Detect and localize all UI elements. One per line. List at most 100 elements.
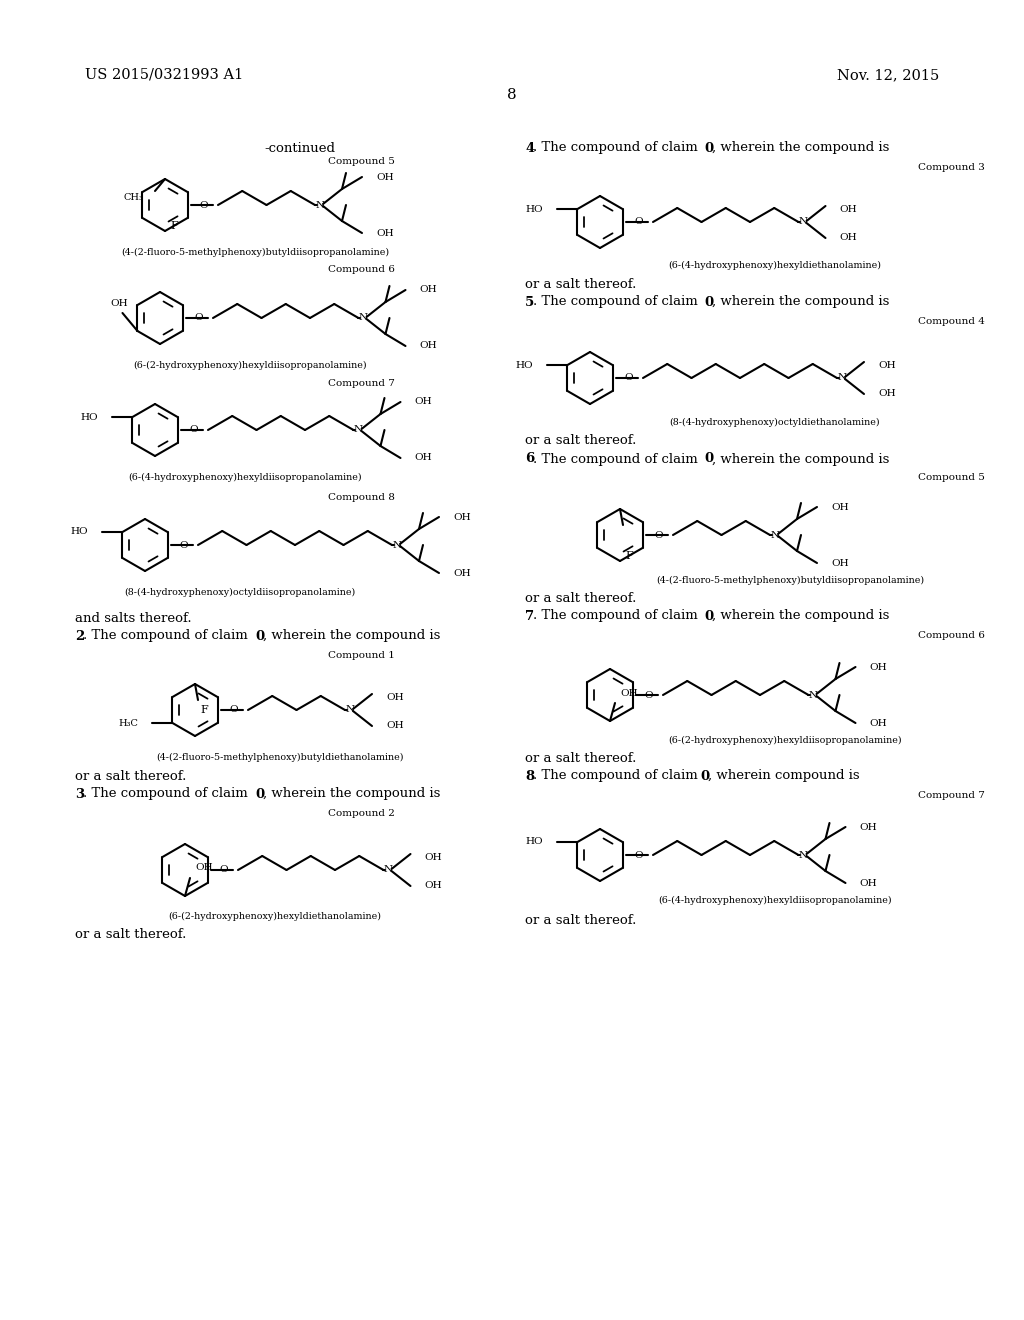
Text: OH: OH xyxy=(195,863,213,873)
Text: 0: 0 xyxy=(255,630,264,643)
Text: OH: OH xyxy=(869,718,887,727)
Text: or a salt thereof.: or a salt thereof. xyxy=(75,928,186,941)
Text: 6: 6 xyxy=(525,453,535,466)
Text: and salts thereof.: and salts thereof. xyxy=(75,611,191,624)
Text: N: N xyxy=(770,531,779,540)
Text: Compound 4: Compound 4 xyxy=(919,318,985,326)
Text: OH: OH xyxy=(420,285,437,294)
Text: 7: 7 xyxy=(525,610,535,623)
Text: or a salt thereof.: or a salt thereof. xyxy=(75,770,186,783)
Text: 0: 0 xyxy=(705,296,713,309)
Text: HO: HO xyxy=(516,360,534,370)
Text: Nov. 12, 2015: Nov. 12, 2015 xyxy=(837,69,939,82)
Text: O: O xyxy=(625,374,633,383)
Text: O: O xyxy=(635,218,643,227)
Text: Compound 7: Compound 7 xyxy=(919,791,985,800)
Text: , wherein the compound is: , wherein the compound is xyxy=(263,788,440,800)
Text: OH: OH xyxy=(453,569,471,578)
Text: Compound 5: Compound 5 xyxy=(919,474,985,483)
Text: OH: OH xyxy=(831,503,849,511)
Text: OH: OH xyxy=(415,454,432,462)
Text: Compound 8: Compound 8 xyxy=(328,492,395,502)
Text: OH: OH xyxy=(376,228,393,238)
Text: . The compound of claim: . The compound of claim xyxy=(534,453,702,466)
Text: O: O xyxy=(635,850,643,859)
Text: N: N xyxy=(354,425,364,434)
Text: . The compound of claim: . The compound of claim xyxy=(534,141,702,154)
Text: HO: HO xyxy=(81,412,98,421)
Text: O: O xyxy=(179,540,188,549)
Text: 0: 0 xyxy=(700,770,710,783)
Text: O: O xyxy=(220,866,228,874)
Text: OH: OH xyxy=(425,882,442,891)
Text: O: O xyxy=(189,425,199,434)
Text: 0: 0 xyxy=(705,141,713,154)
Text: O: O xyxy=(200,201,208,210)
Text: or a salt thereof.: or a salt thereof. xyxy=(525,277,636,290)
Text: 0: 0 xyxy=(255,788,264,800)
Text: 5: 5 xyxy=(525,296,535,309)
Text: . The compound of claim: . The compound of claim xyxy=(534,610,702,623)
Text: N: N xyxy=(359,314,368,322)
Text: OH: OH xyxy=(831,558,849,568)
Text: N: N xyxy=(809,690,818,700)
Text: Compound 3: Compound 3 xyxy=(919,164,985,173)
Text: N: N xyxy=(392,540,401,549)
Text: O: O xyxy=(654,531,664,540)
Text: OH: OH xyxy=(420,342,437,351)
Text: OH: OH xyxy=(415,397,432,407)
Text: HO: HO xyxy=(526,837,544,846)
Text: F: F xyxy=(625,550,633,561)
Text: H₃C: H₃C xyxy=(119,718,138,727)
Text: Compound 1: Compound 1 xyxy=(328,651,395,660)
Text: 0: 0 xyxy=(705,610,713,623)
Text: (4-(2-fluoro-5-methylphenoxy)butyldiisopropanolamine): (4-(2-fluoro-5-methylphenoxy)butyldiisop… xyxy=(656,576,924,585)
Text: N: N xyxy=(315,201,325,210)
Text: 8: 8 xyxy=(525,770,535,783)
Text: (4-(2-fluoro-5-methylphenoxy)butyldiisopropanolamine): (4-(2-fluoro-5-methylphenoxy)butyldiisop… xyxy=(121,247,389,256)
Text: 0: 0 xyxy=(705,453,713,466)
Text: . The compound of claim: . The compound of claim xyxy=(534,296,702,309)
Text: , wherein the compound is: , wherein the compound is xyxy=(712,453,890,466)
Text: (6-(2-hydroxyphenoxy)hexyldiethanolamine): (6-(2-hydroxyphenoxy)hexyldiethanolamine… xyxy=(169,911,382,920)
Text: CH₃: CH₃ xyxy=(123,193,143,202)
Text: N: N xyxy=(345,705,354,714)
Text: (6-(2-hydroxyphenoxy)hexyldiisopropanolamine): (6-(2-hydroxyphenoxy)hexyldiisopropanola… xyxy=(133,360,367,370)
Text: 4: 4 xyxy=(525,141,535,154)
Text: Compound 6: Compound 6 xyxy=(328,265,395,275)
Text: or a salt thereof.: or a salt thereof. xyxy=(525,751,636,764)
Text: O: O xyxy=(229,705,239,714)
Text: (8-(4-hydroxyphenoxy)octyldiisopropanolamine): (8-(4-hydroxyphenoxy)octyldiisopropanola… xyxy=(124,587,355,597)
Text: N: N xyxy=(799,218,808,227)
Text: OH: OH xyxy=(386,693,403,702)
Text: , wherein compound is: , wherein compound is xyxy=(708,770,859,783)
Text: (8-(4-hydroxyphenoxy)octyldiethanolamine): (8-(4-hydroxyphenoxy)octyldiethanolamine… xyxy=(670,417,881,426)
Text: (6-(4-hydroxyphenoxy)hexyldiethanolamine): (6-(4-hydroxyphenoxy)hexyldiethanolamine… xyxy=(669,260,882,269)
Text: O: O xyxy=(645,690,653,700)
Text: HO: HO xyxy=(71,528,88,536)
Text: OH: OH xyxy=(111,298,128,308)
Text: (6-(2-hydroxyphenoxy)hexyldiisopropanolamine): (6-(2-hydroxyphenoxy)hexyldiisopropanola… xyxy=(669,735,902,744)
Text: . The compound of claim: . The compound of claim xyxy=(534,770,702,783)
Text: OH: OH xyxy=(859,879,878,887)
Text: (6-(4-hydroxyphenoxy)hexyldiisopropanolamine): (6-(4-hydroxyphenoxy)hexyldiisopropanola… xyxy=(128,473,361,482)
Text: , wherein the compound is: , wherein the compound is xyxy=(263,630,440,643)
Text: . The compound of claim: . The compound of claim xyxy=(83,630,252,643)
Text: or a salt thereof.: or a salt thereof. xyxy=(525,434,636,447)
Text: OH: OH xyxy=(869,663,887,672)
Text: HO: HO xyxy=(526,205,544,214)
Text: 8: 8 xyxy=(507,88,517,102)
Text: N: N xyxy=(799,850,808,859)
Text: (6-(4-hydroxyphenoxy)hexyldiisopropanolamine): (6-(4-hydroxyphenoxy)hexyldiisopropanola… xyxy=(658,895,892,904)
Text: OH: OH xyxy=(878,389,896,399)
Text: F: F xyxy=(170,220,178,231)
Text: OH: OH xyxy=(425,854,442,862)
Text: . The compound of claim: . The compound of claim xyxy=(83,788,252,800)
Text: (4-(2-fluoro-5-methylphenoxy)butyldiethanolamine): (4-(2-fluoro-5-methylphenoxy)butyldietha… xyxy=(157,752,403,762)
Text: , wherein the compound is: , wherein the compound is xyxy=(712,296,890,309)
Text: OH: OH xyxy=(878,362,896,371)
Text: OH: OH xyxy=(620,689,638,697)
Text: or a salt thereof.: or a salt thereof. xyxy=(525,913,636,927)
Text: O: O xyxy=(195,314,204,322)
Text: OH: OH xyxy=(859,822,878,832)
